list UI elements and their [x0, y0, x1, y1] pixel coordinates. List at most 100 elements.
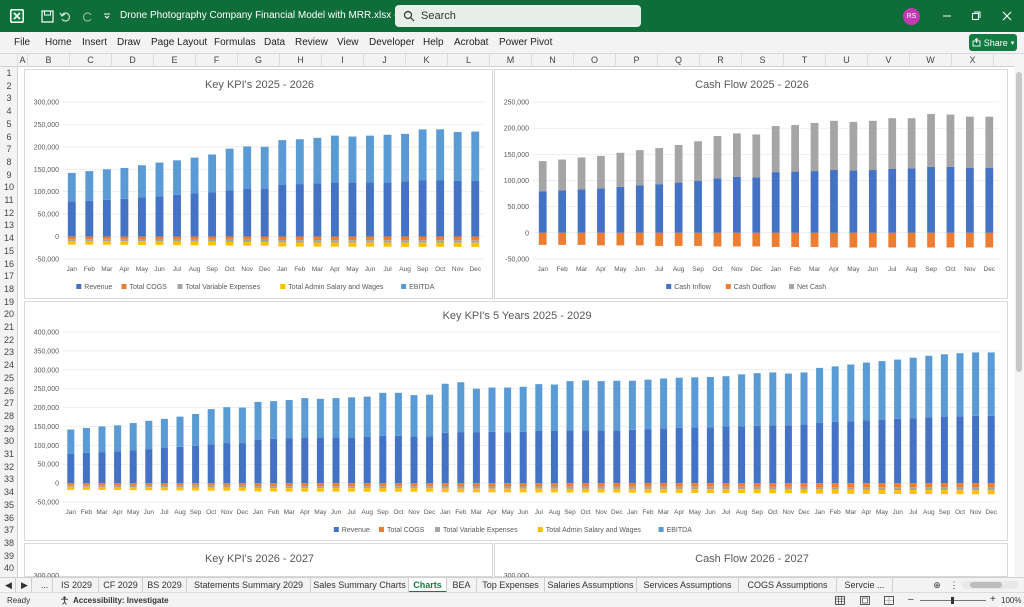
row-header-cell[interactable]: 24 [3, 360, 14, 371]
row-header-cell[interactable]: 20 [3, 309, 14, 320]
column-header-cell[interactable]: B [28, 54, 70, 67]
row-header-cell[interactable]: 16 [3, 258, 14, 269]
row-header-cell[interactable]: 18 [3, 283, 14, 294]
row-header-cell[interactable]: 1 [6, 68, 12, 78]
row-header-cell[interactable]: 27 [3, 398, 14, 409]
column-header-cell[interactable]: V [868, 54, 910, 67]
tab-scroll-left-icon[interactable]: ◀ [2, 578, 16, 593]
horizontal-scrollbar-thumb[interactable] [970, 582, 1002, 588]
column-header-cell[interactable]: T [784, 54, 826, 67]
menu-insert[interactable]: Insert [82, 37, 108, 48]
page-break-view-icon[interactable] [884, 596, 894, 605]
row-header-cell[interactable]: 6 [6, 131, 12, 142]
vertical-scrollbar[interactable] [1014, 54, 1024, 577]
page-layout-view-icon[interactable] [860, 596, 870, 605]
tab-more-left[interactable]: ... [37, 578, 53, 593]
menu-developer[interactable]: Developer [369, 37, 415, 48]
chart-cashflow-2025-2026[interactable]: Cash Flow 2025 - 2026 250,000 200,000 150,0… [494, 69, 1008, 299]
row-header-cell[interactable]: 29 [3, 423, 14, 434]
row-header-cell[interactable]: 30 [3, 436, 14, 447]
row-header-cell[interactable]: 5 [6, 118, 12, 129]
row-header-cell[interactable]: 22 [3, 334, 14, 345]
row-header-cell[interactable]: 9 [6, 169, 12, 180]
add-sheet-icon[interactable]: ⊕ [933, 580, 941, 590]
column-header-cell[interactable]: K [406, 54, 448, 67]
row-header-cell[interactable]: 8 [6, 156, 12, 167]
status-accessibility[interactable]: Accessibility: Investigate [73, 596, 169, 605]
zoom-slider[interactable] [920, 597, 986, 604]
column-header-cell[interactable]: H [280, 54, 322, 67]
user-avatar[interactable]: RS [903, 8, 920, 25]
row-header-cell[interactable]: 34 [3, 487, 14, 498]
row-header-cell[interactable]: 13 [3, 220, 14, 231]
menu-help[interactable]: Help [423, 37, 444, 48]
column-header-cell[interactable]: W [910, 54, 952, 67]
column-header-cell[interactable]: J [364, 54, 406, 67]
menu-draw[interactable]: Draw [117, 37, 141, 48]
row-header-cell[interactable]: 31 [3, 449, 14, 459]
row-header-cell[interactable]: 26 [3, 385, 14, 396]
chart-kpi-5-years[interactable]: Key KPI's 5 Years 2025 - 2029 400,000 350,… [24, 301, 1008, 541]
menu-formulas[interactable]: Formulas [214, 37, 256, 48]
minimize-icon[interactable] [938, 7, 956, 25]
row-header-cell[interactable]: 40 [3, 563, 14, 574]
row-header-cell[interactable]: 7 [6, 144, 12, 155]
zoom-out-icon[interactable]: – [908, 594, 914, 605]
column-header-cell[interactable]: R [700, 54, 742, 67]
restore-icon[interactable] [967, 7, 985, 25]
column-header-cell[interactable]: C [70, 54, 112, 67]
menu-review[interactable]: Review [295, 37, 328, 48]
row-header-cell[interactable]: 36 [3, 512, 14, 523]
column-header-cell[interactable]: F [196, 54, 238, 67]
column-header-cell[interactable]: Q [658, 54, 700, 67]
row-header-cell[interactable]: 14 [3, 233, 14, 244]
column-header-cell[interactable]: S [742, 54, 784, 67]
column-header-cell[interactable]: A [18, 54, 28, 67]
column-header-cell[interactable]: E [154, 54, 196, 67]
sheet-tab[interactable]: Services Assumptions [637, 578, 739, 593]
row-header-cell[interactable]: 11 [4, 195, 14, 205]
close-icon[interactable] [998, 7, 1016, 25]
chart-kpi-2025-2026[interactable]: Key KPI's 2025 - 2026 300,000 250,000 200,0… [24, 69, 493, 299]
column-header-cell[interactable]: I [322, 54, 364, 67]
scrollbar-thumb[interactable] [1016, 72, 1022, 372]
select-all-corner[interactable] [0, 54, 18, 67]
column-header-cell[interactable]: D [112, 54, 154, 67]
row-header-cell[interactable]: 23 [3, 347, 14, 358]
row-header-cell[interactable]: 39 [3, 550, 14, 561]
row-header-cell[interactable]: 12 [3, 207, 14, 218]
row-header-cell[interactable]: 2 [6, 80, 12, 91]
sheet-tab[interactable]: CF 2029 [99, 578, 143, 593]
sheet-tab[interactable]: COGS Assumptions [739, 578, 837, 593]
zoom-slider-thumb[interactable] [951, 597, 954, 604]
column-header-cell[interactable]: P [616, 54, 658, 67]
column-header-cell[interactable]: O [574, 54, 616, 67]
save-icon[interactable] [39, 8, 55, 24]
row-header-cell[interactable]: 17 [3, 271, 14, 282]
sheet-tab[interactable]: Top Expenses [477, 578, 545, 593]
row-header-cell[interactable]: 33 [3, 474, 14, 485]
row-header-cell[interactable]: 28 [3, 410, 14, 421]
row-header-cell[interactable]: 38 [3, 537, 14, 548]
zoom-in-icon[interactable]: + [990, 594, 996, 605]
row-header-cell[interactable]: 25 [3, 372, 14, 383]
column-header-cell[interactable]: U [826, 54, 868, 67]
row-header-cell[interactable]: 19 [3, 296, 14, 307]
column-header-cell[interactable]: N [532, 54, 574, 67]
sheet-tab[interactable]: IS 2029 [55, 578, 99, 593]
chart-cashflow-2026-2027[interactable]: Cash Flow 2026 - 2027 300,000 [494, 543, 1008, 578]
row-header-cell[interactable]: 3 [6, 93, 12, 104]
sheet-tab[interactable]: Charts [409, 578, 447, 593]
chart-kpi-2026-2027[interactable]: Key KPI's 2026 - 2027 300,000 [24, 543, 493, 578]
column-header-cell[interactable]: G [238, 54, 280, 67]
normal-view-icon[interactable] [835, 596, 845, 605]
tab-options-icon[interactable]: ⋮ [949, 580, 959, 590]
redo-icon[interactable] [79, 8, 95, 24]
row-header-cell[interactable]: 37 [3, 525, 14, 536]
column-header-cell[interactable]: L [448, 54, 490, 67]
menu-page-layout[interactable]: Page Layout [151, 37, 208, 48]
column-header-cell[interactable]: M [490, 54, 532, 67]
menu-view[interactable]: View [337, 37, 359, 48]
sheet-tab[interactable]: BEA [447, 578, 477, 593]
row-header-cell[interactable]: 10 [3, 182, 14, 193]
